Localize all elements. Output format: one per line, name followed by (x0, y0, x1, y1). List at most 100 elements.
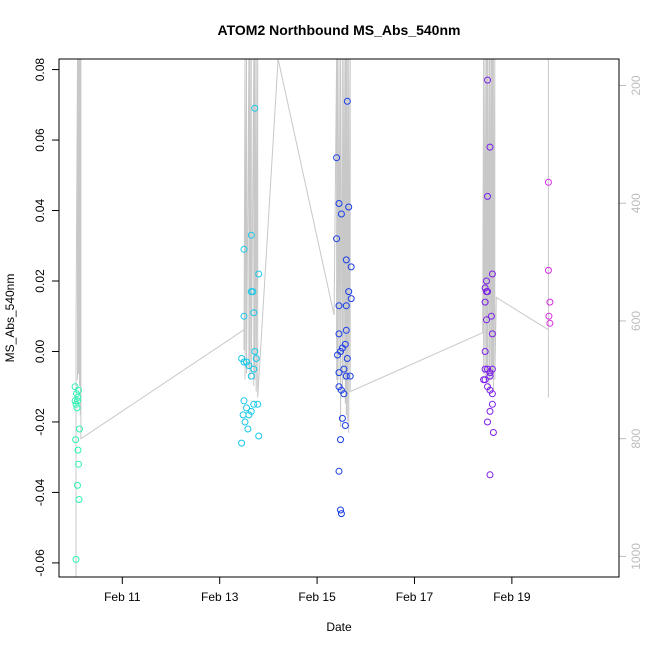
data-point (338, 414, 346, 422)
data-point (486, 407, 494, 415)
data-point (247, 372, 255, 380)
data-point (346, 372, 354, 380)
data-point (488, 400, 496, 408)
data-point (347, 263, 355, 271)
data-point (244, 425, 252, 433)
data-point (73, 390, 80, 398)
data-point (484, 418, 491, 426)
x-tick-label: Feb 19 (493, 590, 531, 604)
data-point (76, 425, 83, 433)
data-point (342, 372, 350, 380)
data-point (546, 298, 554, 306)
data-point (483, 316, 490, 324)
y-tick-label: 0.06 (33, 128, 47, 152)
data-point (335, 302, 343, 310)
data-point (481, 348, 489, 355)
data-point (488, 330, 496, 338)
data-point (75, 386, 82, 394)
data-point (238, 355, 246, 362)
x-tick-label: Feb 11 (104, 590, 141, 604)
x-tick-label: Feb 13 (201, 590, 239, 604)
data-point (544, 178, 552, 186)
data-point (481, 284, 489, 292)
plot-frame (58, 58, 620, 578)
data-point (255, 432, 263, 440)
data-point (484, 288, 491, 296)
data-point (481, 298, 489, 306)
data-point (342, 326, 350, 334)
data-point (337, 510, 345, 518)
data-point (335, 383, 343, 391)
data-point (241, 418, 249, 426)
right-tick-label: 200 (629, 75, 643, 95)
data-point (544, 266, 552, 274)
data-point (335, 330, 343, 338)
right-tick-label: 800 (629, 428, 643, 448)
data-point (250, 365, 258, 373)
y-tick-label: -0.04 (33, 478, 47, 506)
data-point (240, 245, 248, 253)
data-point (481, 365, 489, 373)
data-point (247, 407, 255, 415)
data-point (240, 397, 248, 405)
data-point (254, 400, 262, 408)
data-point (240, 358, 248, 366)
data-point (250, 309, 258, 317)
data-point (337, 348, 344, 355)
y-tick-label: 0.08 (33, 58, 47, 82)
data-point (342, 302, 350, 310)
right-tick-label: 1000 (629, 543, 643, 570)
data-point (247, 231, 255, 239)
data-point (252, 355, 260, 362)
data-point (489, 429, 497, 436)
x-tick-label: Feb 15 (298, 590, 336, 604)
data-point (239, 411, 247, 419)
data-point (337, 210, 345, 218)
data-point (545, 312, 553, 320)
data-point (74, 397, 81, 405)
x-axis-label: Date (326, 620, 352, 634)
data-point (486, 372, 494, 380)
data-point (71, 383, 79, 391)
data-point (251, 348, 259, 355)
data-point (347, 295, 355, 303)
data-point (72, 436, 80, 444)
data-point (488, 270, 496, 278)
depth-trace (75, 58, 549, 577)
y-tick-label: 0.00 (33, 339, 47, 363)
data-point (484, 192, 491, 200)
data-point (341, 422, 349, 429)
data-point (240, 312, 248, 320)
data-point (484, 76, 491, 84)
y-tick-label: 0.04 (33, 199, 47, 223)
data-point (486, 386, 494, 394)
data-point (74, 481, 81, 489)
data-point (250, 400, 258, 408)
data-points (71, 76, 554, 563)
data-point (245, 362, 253, 370)
data-point (335, 369, 343, 377)
data-point (72, 555, 80, 563)
data-point (335, 200, 343, 207)
data-point (486, 471, 494, 479)
data-point (343, 355, 351, 362)
data-point (342, 256, 350, 264)
y-axis-label: MS_Abs_540nm (3, 274, 17, 363)
chart-title: ATOM2 Northbound MS_Abs_540nm (218, 22, 461, 38)
data-point (74, 393, 82, 401)
right-tick-label: 600 (629, 311, 643, 331)
data-point (345, 203, 353, 211)
data-point (251, 104, 259, 112)
data-point (75, 496, 83, 503)
data-point (488, 365, 496, 373)
data-point (483, 277, 490, 285)
data-point (249, 288, 257, 296)
data-point (238, 439, 246, 447)
data-point (73, 404, 81, 412)
data-point (333, 235, 341, 243)
depth-trace-line (75, 58, 549, 577)
data-point (486, 369, 494, 377)
data-point (488, 390, 496, 398)
right-tick-label: 400 (629, 193, 643, 213)
